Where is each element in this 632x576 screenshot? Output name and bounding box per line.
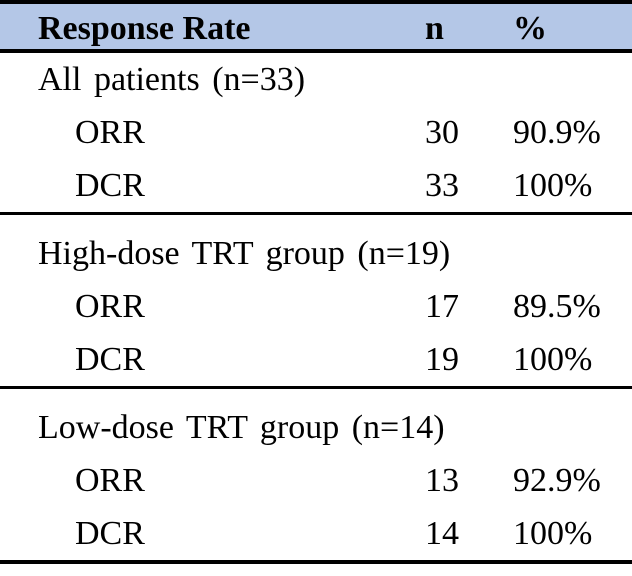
row-label: ORR [75, 462, 145, 499]
section-all-patients: All patients (n=33) ORR 30 90.9% DCR 33 … [0, 53, 632, 215]
row-pct-value: 100% [513, 515, 593, 552]
row-pct-value: 89.5% [513, 288, 601, 325]
row-pct-value: 100% [513, 167, 593, 204]
section-high-dose-trt: High-dose TRT group (n=19) ORR 17 89.5% … [0, 215, 632, 389]
header-col-n: n [425, 10, 444, 47]
header-col-percent: % [513, 10, 547, 47]
row-label: ORR [75, 114, 145, 151]
group-header-high-dose: High-dose TRT group (n=19) [0, 227, 632, 280]
row-n-value: 33 [425, 167, 459, 204]
row-pct-value: 92.9% [513, 462, 601, 499]
row-label: DCR [75, 341, 145, 378]
row-n-value: 14 [425, 515, 459, 552]
table-row-orr: ORR 13 92.9% [0, 454, 632, 507]
group-label: All patients (n=33) [38, 61, 306, 98]
header-response-rate: Response Rate [38, 10, 251, 47]
row-n-value: 19 [425, 341, 459, 378]
table-row-orr: ORR 30 90.9% [0, 106, 632, 159]
row-label: DCR [75, 515, 145, 552]
group-label: High-dose TRT group (n=19) [38, 235, 451, 272]
row-n-value: 30 [425, 114, 459, 151]
response-rate-table: Response Rate n % All patients (n=33) OR… [0, 0, 632, 564]
group-label: Low-dose TRT group (n=14) [38, 409, 445, 446]
table-row-dcr: DCR 19 100% [0, 333, 632, 386]
table-row-dcr: DCR 14 100% [0, 507, 632, 560]
row-n-value: 13 [425, 462, 459, 499]
table-row-orr: ORR 17 89.5% [0, 280, 632, 333]
row-pct-value: 100% [513, 341, 593, 378]
group-header-all-patients: All patients (n=33) [0, 53, 632, 106]
group-header-low-dose: Low-dose TRT group (n=14) [0, 401, 632, 454]
section-low-dose-trt: Low-dose TRT group (n=14) ORR 13 92.9% D… [0, 389, 632, 564]
table-header-row: Response Rate n % [0, 4, 632, 53]
row-pct-value: 90.9% [513, 114, 601, 151]
row-label: ORR [75, 288, 145, 325]
row-label: DCR [75, 167, 145, 204]
row-n-value: 17 [425, 288, 459, 325]
table-row-dcr: DCR 33 100% [0, 159, 632, 212]
